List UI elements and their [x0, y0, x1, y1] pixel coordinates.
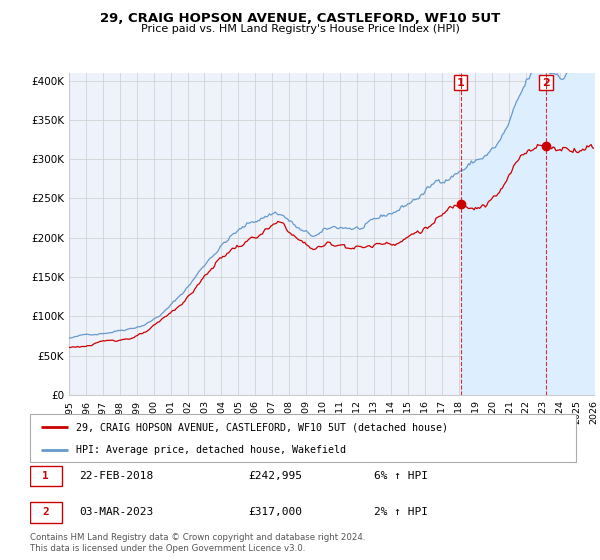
FancyBboxPatch shape	[30, 466, 62, 486]
Text: 29, CRAIG HOPSON AVENUE, CASTLEFORD, WF10 5UT (detached house): 29, CRAIG HOPSON AVENUE, CASTLEFORD, WF1…	[76, 422, 448, 432]
Text: Contains HM Land Registry data © Crown copyright and database right 2024.
This d: Contains HM Land Registry data © Crown c…	[30, 533, 365, 553]
Text: 2% ↑ HPI: 2% ↑ HPI	[374, 507, 428, 517]
Text: Price paid vs. HM Land Registry's House Price Index (HPI): Price paid vs. HM Land Registry's House …	[140, 24, 460, 34]
Text: £242,995: £242,995	[248, 471, 302, 481]
Text: 2: 2	[542, 78, 550, 87]
Text: 1: 1	[457, 78, 464, 87]
Text: HPI: Average price, detached house, Wakefield: HPI: Average price, detached house, Wake…	[76, 445, 346, 455]
Text: 22-FEB-2018: 22-FEB-2018	[79, 471, 154, 481]
Text: £317,000: £317,000	[248, 507, 302, 517]
Text: 29, CRAIG HOPSON AVENUE, CASTLEFORD, WF10 5UT: 29, CRAIG HOPSON AVENUE, CASTLEFORD, WF1…	[100, 12, 500, 25]
Text: 1: 1	[43, 471, 49, 481]
Text: 6% ↑ HPI: 6% ↑ HPI	[374, 471, 428, 481]
Text: 03-MAR-2023: 03-MAR-2023	[79, 507, 154, 517]
FancyBboxPatch shape	[30, 414, 576, 462]
Text: 2: 2	[43, 507, 49, 517]
FancyBboxPatch shape	[30, 502, 62, 522]
